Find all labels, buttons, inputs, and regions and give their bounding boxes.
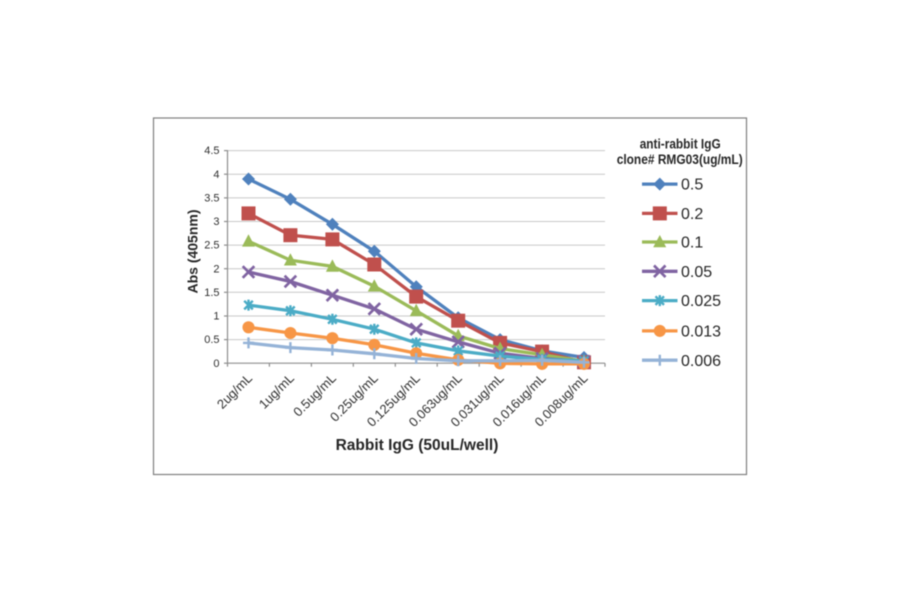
svg-text:3: 3: [213, 216, 219, 228]
svg-text:0.5: 0.5: [681, 177, 703, 194]
svg-text:0.013: 0.013: [681, 324, 721, 341]
svg-text:2.5: 2.5: [204, 240, 219, 252]
svg-text:1.5: 1.5: [204, 287, 219, 299]
svg-text:4: 4: [213, 169, 219, 181]
svg-text:1: 1: [213, 311, 219, 323]
svg-text:0.006: 0.006: [681, 353, 721, 370]
svg-text:0.2: 0.2: [681, 206, 703, 223]
svg-text:3.5: 3.5: [204, 193, 219, 205]
svg-text:Rabbit IgG (50uL/well): Rabbit IgG (50uL/well): [336, 437, 499, 454]
svg-text:0.5: 0.5: [204, 334, 219, 346]
svg-text:4.5: 4.5: [204, 145, 219, 157]
svg-text:0.025: 0.025: [681, 293, 721, 310]
svg-text:0.05: 0.05: [681, 264, 712, 281]
svg-text:anti-rabbit IgG: anti-rabbit IgG: [640, 137, 721, 152]
svg-text:clone# RMG03(ug/mL): clone# RMG03(ug/mL): [617, 152, 743, 167]
svg-text:0: 0: [213, 358, 219, 370]
svg-text:2: 2: [213, 263, 219, 275]
svg-text:Abs (405nm): Abs (405nm): [185, 209, 201, 293]
svg-text:0.1: 0.1: [681, 235, 703, 252]
